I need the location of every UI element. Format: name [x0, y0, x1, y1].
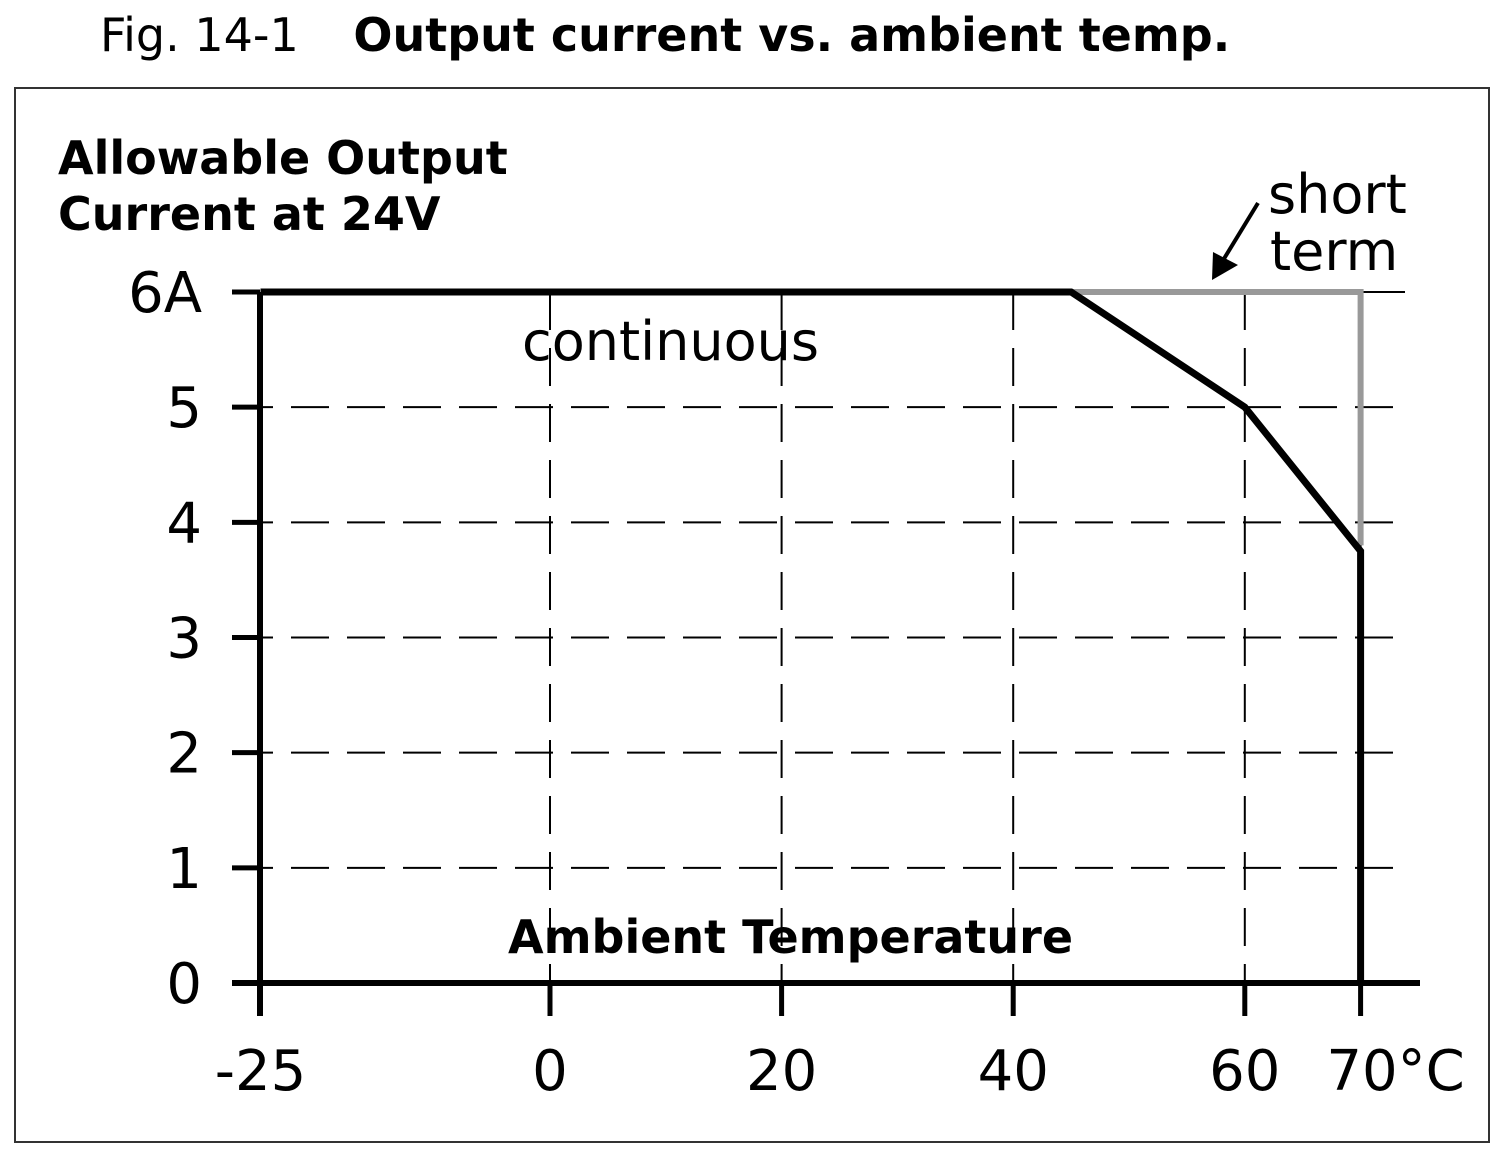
series — [260, 288, 1365, 983]
figure-name: Output current vs. ambient temp. — [353, 8, 1231, 62]
y-tick-label: 4 — [166, 491, 202, 556]
y-tick-label: 0 — [166, 952, 202, 1017]
x-tick-label: 70°C — [1326, 1039, 1464, 1104]
axes — [232, 289, 1420, 1016]
chart-frame — [14, 87, 1490, 1143]
x-tick-label: 40 — [978, 1039, 1049, 1104]
x-tick-label: 60 — [1209, 1039, 1280, 1104]
continuous-label: continuous — [522, 310, 819, 373]
y-tick-label: 6A — [128, 261, 202, 326]
labels: Allowable Output Current at 24V Ambient … — [58, 131, 1465, 1104]
figure-number: Fig. 14-1 — [100, 8, 299, 62]
short-term-label-line-1: short — [1268, 163, 1407, 226]
short-term-label-line-2: term — [1270, 220, 1398, 283]
arrow-icon — [1212, 201, 1260, 280]
x-axis-title: Ambient Temperature — [508, 910, 1073, 964]
y-tick-label: 5 — [166, 376, 202, 441]
y-axis-title-line-1: Allowable Output — [58, 131, 508, 185]
y-tick-label: 2 — [166, 722, 202, 787]
series-line-short-term — [1071, 288, 1364, 546]
x-tick-label: 20 — [746, 1039, 817, 1104]
x-tick-label: -25 — [215, 1039, 306, 1104]
x-tick-label: 0 — [532, 1039, 568, 1104]
y-axis-title-line-2: Current at 24V — [58, 187, 441, 241]
y-tick-label: 1 — [166, 837, 202, 902]
figure-title: Fig. 14-1 Output current vs. ambient tem… — [100, 8, 1230, 62]
series-line-continuous — [260, 288, 1365, 983]
y-tick-label: 3 — [166, 606, 202, 671]
